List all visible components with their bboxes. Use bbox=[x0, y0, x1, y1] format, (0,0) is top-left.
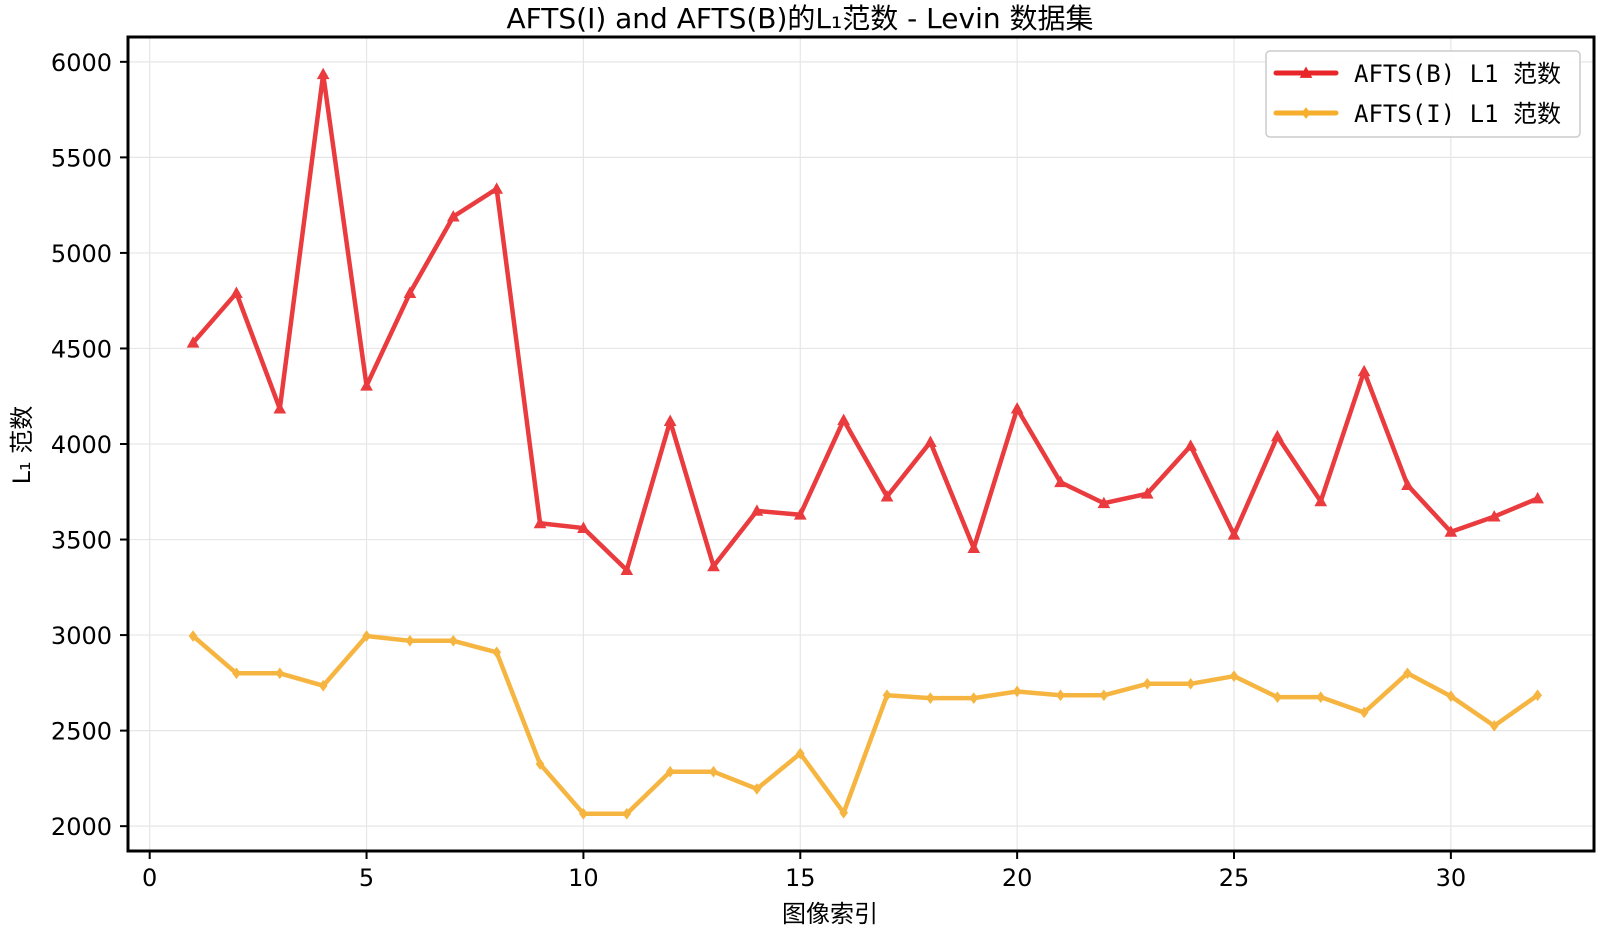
data-point bbox=[275, 667, 285, 680]
data-point bbox=[186, 336, 200, 348]
data-point bbox=[793, 508, 807, 520]
data-point bbox=[926, 692, 935, 704]
data-point bbox=[318, 679, 328, 692]
y-tick-label: 3500 bbox=[51, 527, 112, 555]
data-point bbox=[188, 630, 198, 642]
x-tick-label: 15 bbox=[785, 864, 816, 892]
series-afts-b bbox=[186, 67, 1544, 576]
data-point bbox=[882, 689, 892, 702]
y-tick-label: 3000 bbox=[51, 622, 112, 650]
data-point bbox=[360, 379, 373, 391]
data-point bbox=[1140, 487, 1154, 499]
data-point bbox=[1010, 402, 1024, 414]
y-tick-label: 5000 bbox=[51, 240, 112, 268]
data-point bbox=[1054, 475, 1067, 488]
data-point bbox=[1487, 510, 1501, 522]
data-point bbox=[663, 414, 677, 426]
x-tick-label: 25 bbox=[1219, 864, 1250, 892]
data-point bbox=[837, 413, 851, 426]
y-tick-label: 6000 bbox=[51, 49, 112, 77]
y-tick-label: 2500 bbox=[51, 718, 112, 746]
data-point bbox=[1099, 689, 1109, 702]
data-point bbox=[752, 783, 762, 795]
data-point bbox=[1531, 491, 1544, 504]
data-point bbox=[316, 67, 330, 80]
data-point bbox=[1012, 685, 1022, 698]
data-point bbox=[535, 758, 545, 770]
data-point bbox=[1403, 667, 1412, 680]
data-point bbox=[1316, 691, 1326, 704]
data-point bbox=[1357, 364, 1371, 377]
data-point bbox=[362, 630, 371, 642]
data-point bbox=[533, 516, 547, 529]
y-tick-label: 4000 bbox=[51, 431, 112, 459]
data-point bbox=[230, 286, 243, 298]
legend: AFTS(B) L1 范数 AFTS(I) L1 范数 bbox=[1265, 50, 1581, 138]
y-tick-label: 4500 bbox=[51, 335, 112, 363]
series-afts-i bbox=[188, 630, 1542, 820]
data-point bbox=[1314, 494, 1328, 507]
series-line bbox=[190, 72, 1540, 573]
series-lines bbox=[186, 67, 1544, 820]
data-point bbox=[490, 182, 504, 194]
data-point bbox=[707, 559, 720, 572]
y-tick-label: 2000 bbox=[51, 813, 112, 841]
legend-box bbox=[1265, 50, 1581, 138]
y-axis-label: L₁ 范数 bbox=[8, 406, 36, 485]
data-point bbox=[1401, 478, 1414, 490]
axis-ticks: 0 5 10 15 20 25 30 2000 2500 3000 3500 4000 4500 5000… bbox=[51, 49, 1466, 892]
data-point bbox=[750, 504, 764, 516]
data-point bbox=[1097, 496, 1111, 509]
data-point bbox=[665, 765, 675, 778]
x-tick-label: 20 bbox=[1002, 864, 1033, 892]
data-point bbox=[446, 210, 460, 222]
data-point bbox=[579, 807, 588, 820]
data-point bbox=[839, 806, 849, 819]
data-point bbox=[924, 435, 937, 447]
legend-marker bbox=[1301, 107, 1311, 119]
x-tick-label: 10 bbox=[568, 864, 599, 892]
grid bbox=[128, 37, 1594, 851]
x-tick-label: 30 bbox=[1436, 864, 1467, 892]
data-point bbox=[1273, 691, 1282, 704]
data-point bbox=[709, 765, 718, 778]
data-point bbox=[622, 807, 632, 820]
y-tick-label: 5500 bbox=[51, 144, 112, 172]
legend-label: AFTS(B) L1 范数 bbox=[1354, 60, 1561, 88]
data-point bbox=[448, 634, 458, 647]
chart-title: AFTS(I) and AFTS(B)的L₁范数 - Levin 数据集 bbox=[507, 2, 1094, 35]
series-line bbox=[190, 633, 1540, 816]
data-point bbox=[273, 402, 287, 414]
data-point bbox=[967, 541, 981, 554]
data-point bbox=[492, 646, 502, 659]
x-tick-label: 5 bbox=[359, 864, 374, 892]
data-point bbox=[405, 634, 415, 647]
data-point bbox=[1444, 525, 1458, 537]
x-axis-label: 图像索引 bbox=[782, 900, 878, 928]
data-point bbox=[1142, 677, 1152, 690]
data-point bbox=[1184, 439, 1197, 451]
data-point bbox=[1229, 670, 1239, 682]
data-point bbox=[1186, 677, 1196, 690]
x-tick-label: 0 bbox=[142, 864, 157, 892]
data-point bbox=[1533, 689, 1542, 702]
data-point bbox=[1056, 689, 1065, 702]
data-point bbox=[232, 667, 241, 680]
data-point bbox=[1446, 690, 1456, 703]
legend-label: AFTS(I) L1 范数 bbox=[1354, 100, 1561, 128]
data-point bbox=[403, 286, 417, 298]
data-point bbox=[969, 692, 979, 704]
data-point bbox=[1359, 706, 1369, 719]
data-point bbox=[1271, 429, 1284, 442]
data-point bbox=[577, 521, 590, 533]
data-point bbox=[880, 490, 894, 502]
legend-marker bbox=[1299, 66, 1313, 78]
data-point bbox=[1227, 528, 1241, 540]
data-point bbox=[620, 563, 634, 576]
data-point bbox=[1489, 720, 1499, 732]
data-point bbox=[795, 747, 805, 760]
